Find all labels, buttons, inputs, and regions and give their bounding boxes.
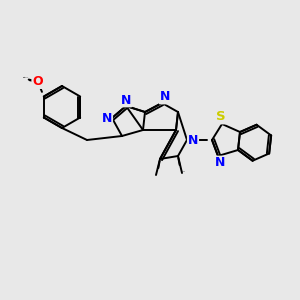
Text: methyl: methyl bbox=[181, 171, 186, 172]
Text: N: N bbox=[160, 91, 170, 103]
Text: O: O bbox=[24, 76, 25, 77]
Text: O: O bbox=[32, 75, 43, 88]
Text: N: N bbox=[121, 94, 131, 106]
Text: methoxy: methoxy bbox=[23, 77, 29, 79]
Text: N: N bbox=[215, 157, 225, 169]
Text: O: O bbox=[32, 75, 43, 88]
Text: S: S bbox=[216, 110, 226, 124]
Text: N: N bbox=[188, 134, 198, 148]
Text: N: N bbox=[102, 112, 112, 124]
